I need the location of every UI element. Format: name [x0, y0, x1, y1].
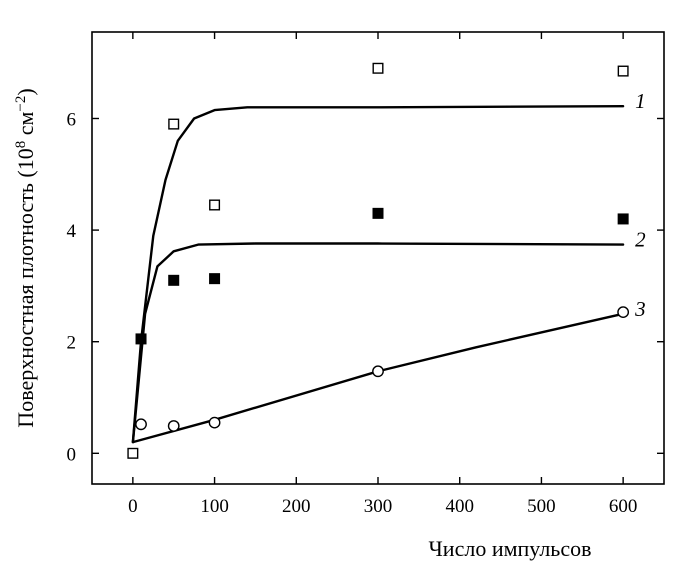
data-point-1: [372, 62, 384, 74]
y-axis-label-main: Поверхностная плотность (10: [13, 148, 38, 427]
fit-line-1: [131, 105, 625, 444]
y-tick-label: 0: [67, 444, 77, 465]
data-point-2: [168, 274, 180, 286]
data-point-3: [372, 365, 384, 378]
curve-label-2: 2: [635, 228, 646, 252]
x-tick-label: 100: [200, 496, 229, 517]
fit-line-2: [131, 242, 625, 444]
plot-frame: [91, 31, 665, 485]
data-points: [127, 62, 630, 459]
curve-label-3: 3: [634, 297, 646, 321]
data-point-2: [209, 273, 221, 285]
y-axis-label-end: ): [13, 88, 38, 95]
x-tick-label: 200: [282, 496, 311, 517]
fit-lines: [131, 105, 625, 444]
x-tick-label: 0: [128, 496, 138, 517]
data-point-2: [372, 207, 384, 219]
y-tick-label: 4: [67, 221, 77, 242]
data-point-3: [617, 306, 630, 319]
x-tick-label: 500: [527, 496, 556, 517]
data-point-1: [617, 65, 629, 77]
x-tick-label: 400: [445, 496, 474, 517]
axis-ticks: 0 100 200 300 400 500 600 0 2 4 6: [67, 32, 664, 517]
x-axis-label: Число импульсов: [429, 536, 592, 561]
x-tick-label: 600: [609, 496, 638, 517]
x-tick-label: 300: [364, 496, 393, 517]
y-axis-label-exp1: 8: [13, 141, 29, 149]
y-axis-label-exp2: −2: [13, 96, 29, 112]
y-tick-label: 2: [67, 333, 77, 354]
curve-label-1: 1: [635, 89, 646, 113]
y-tick-label: 6: [67, 109, 77, 130]
y-axis-label: Поверхностная плотность (108 см−2): [13, 88, 38, 427]
y-axis-label-mid: см: [13, 112, 38, 141]
data-point-2: [135, 333, 147, 345]
data-point-3: [208, 416, 221, 429]
curve-labels: 1 2 3: [634, 89, 646, 321]
data-point-3: [167, 420, 180, 432]
data-point-2: [617, 213, 629, 225]
data-point-3: [135, 418, 147, 431]
data-point-1: [209, 199, 221, 211]
data-point-1: [168, 118, 180, 130]
data-point-1: [127, 447, 139, 459]
fit-line-3: [131, 312, 625, 444]
